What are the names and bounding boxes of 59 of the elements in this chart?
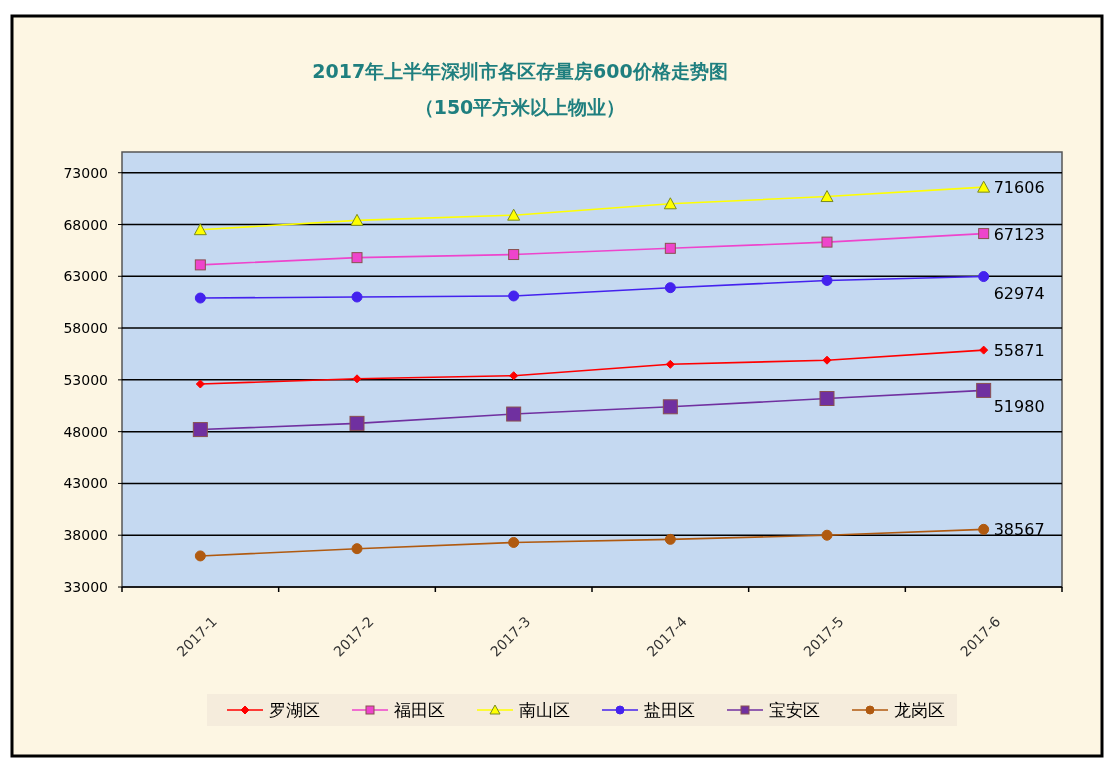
point bbox=[979, 345, 989, 355]
point bbox=[821, 236, 833, 248]
data-label: 38567 bbox=[993, 520, 1045, 540]
y-tick-label: 38000 bbox=[63, 527, 108, 544]
point bbox=[978, 523, 990, 535]
point bbox=[351, 291, 363, 303]
legend-label: 罗湖区 bbox=[269, 700, 320, 720]
data-label: 55871 bbox=[993, 341, 1045, 361]
point bbox=[194, 259, 206, 271]
y-tick-label: 33000 bbox=[63, 579, 108, 595]
point bbox=[192, 422, 208, 438]
point bbox=[509, 371, 519, 381]
point bbox=[349, 415, 365, 431]
legend-label: 龙岗区 bbox=[894, 700, 945, 720]
point bbox=[664, 533, 676, 545]
point bbox=[821, 529, 833, 541]
y-tick-label: 63000 bbox=[63, 268, 108, 285]
point bbox=[820, 190, 834, 203]
y-tick-label: 68000 bbox=[63, 216, 108, 233]
chart-title: 2017年上半年深圳市各区存量房600价格走势图 bbox=[312, 60, 728, 82]
y-tick-label: 48000 bbox=[63, 423, 108, 440]
data-label: 62974 bbox=[993, 283, 1045, 303]
y-tick-label: 58000 bbox=[63, 320, 108, 337]
point bbox=[508, 290, 520, 302]
point bbox=[978, 228, 990, 240]
point bbox=[351, 543, 363, 555]
point bbox=[662, 399, 678, 415]
legend-label: 南山区 bbox=[519, 700, 570, 720]
point bbox=[976, 382, 992, 398]
point bbox=[195, 379, 205, 389]
point bbox=[821, 274, 833, 286]
legend-label: 盐田区 bbox=[644, 700, 695, 720]
point bbox=[194, 292, 206, 304]
point bbox=[978, 271, 990, 283]
point bbox=[977, 180, 991, 193]
data-label: 67123 bbox=[993, 224, 1045, 244]
point bbox=[664, 242, 676, 254]
point bbox=[663, 197, 677, 210]
data-label: 71606 bbox=[993, 178, 1045, 198]
point bbox=[822, 355, 832, 365]
point bbox=[193, 223, 207, 236]
point bbox=[506, 406, 522, 422]
legend-label: 宝安区 bbox=[769, 700, 820, 720]
point bbox=[665, 359, 675, 369]
y-tick-label: 73000 bbox=[63, 164, 108, 181]
point bbox=[508, 536, 520, 548]
point bbox=[507, 208, 521, 221]
point bbox=[664, 282, 676, 294]
y-tick-label: 53000 bbox=[63, 371, 108, 388]
point bbox=[351, 252, 363, 264]
point bbox=[350, 213, 364, 226]
point bbox=[508, 249, 520, 261]
y-tick-label: 43000 bbox=[63, 475, 108, 492]
point bbox=[194, 550, 206, 562]
legend-label: 福田区 bbox=[394, 700, 445, 720]
point bbox=[819, 391, 835, 406]
chart-subtitle: （150平方米以上物业） bbox=[414, 96, 626, 118]
point bbox=[352, 374, 362, 384]
data-label: 51980 bbox=[993, 397, 1045, 417]
